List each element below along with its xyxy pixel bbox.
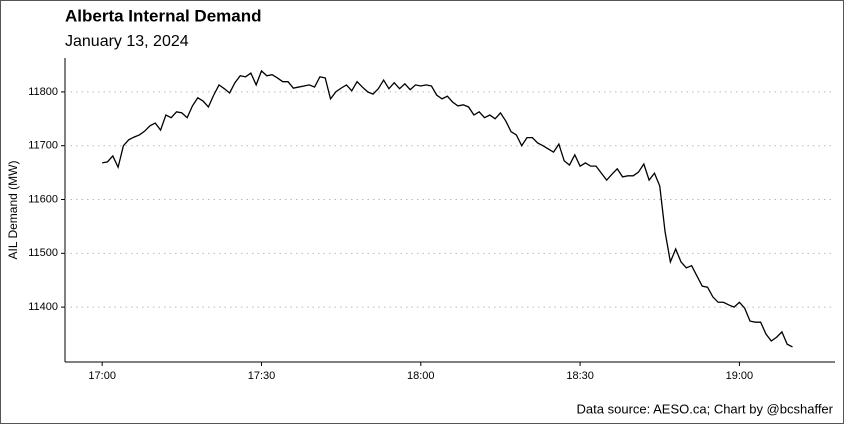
y-tick-label: 11800 xyxy=(28,86,58,98)
x-tick-label: 19:00 xyxy=(726,370,754,382)
caption: Data source: AESO.ca; Chart by @bcshaffe… xyxy=(577,401,834,416)
x-tick-label: 18:30 xyxy=(566,370,594,382)
y-tick-label: 11600 xyxy=(28,193,58,205)
x-tick-label: 17:00 xyxy=(88,370,116,382)
y-tick-label: 11500 xyxy=(28,247,58,259)
y-axis-label: AIL Demand (MW) xyxy=(6,161,20,260)
y-tick-label: 11700 xyxy=(28,140,58,152)
x-tick-label: 17:30 xyxy=(248,370,276,382)
chart-title: Alberta Internal Demand xyxy=(65,6,262,25)
y-tick-label: 11400 xyxy=(28,301,58,313)
chart-subtitle: January 13, 2024 xyxy=(65,33,189,50)
x-tick-label: 18:00 xyxy=(407,370,435,382)
line xyxy=(102,69,793,348)
